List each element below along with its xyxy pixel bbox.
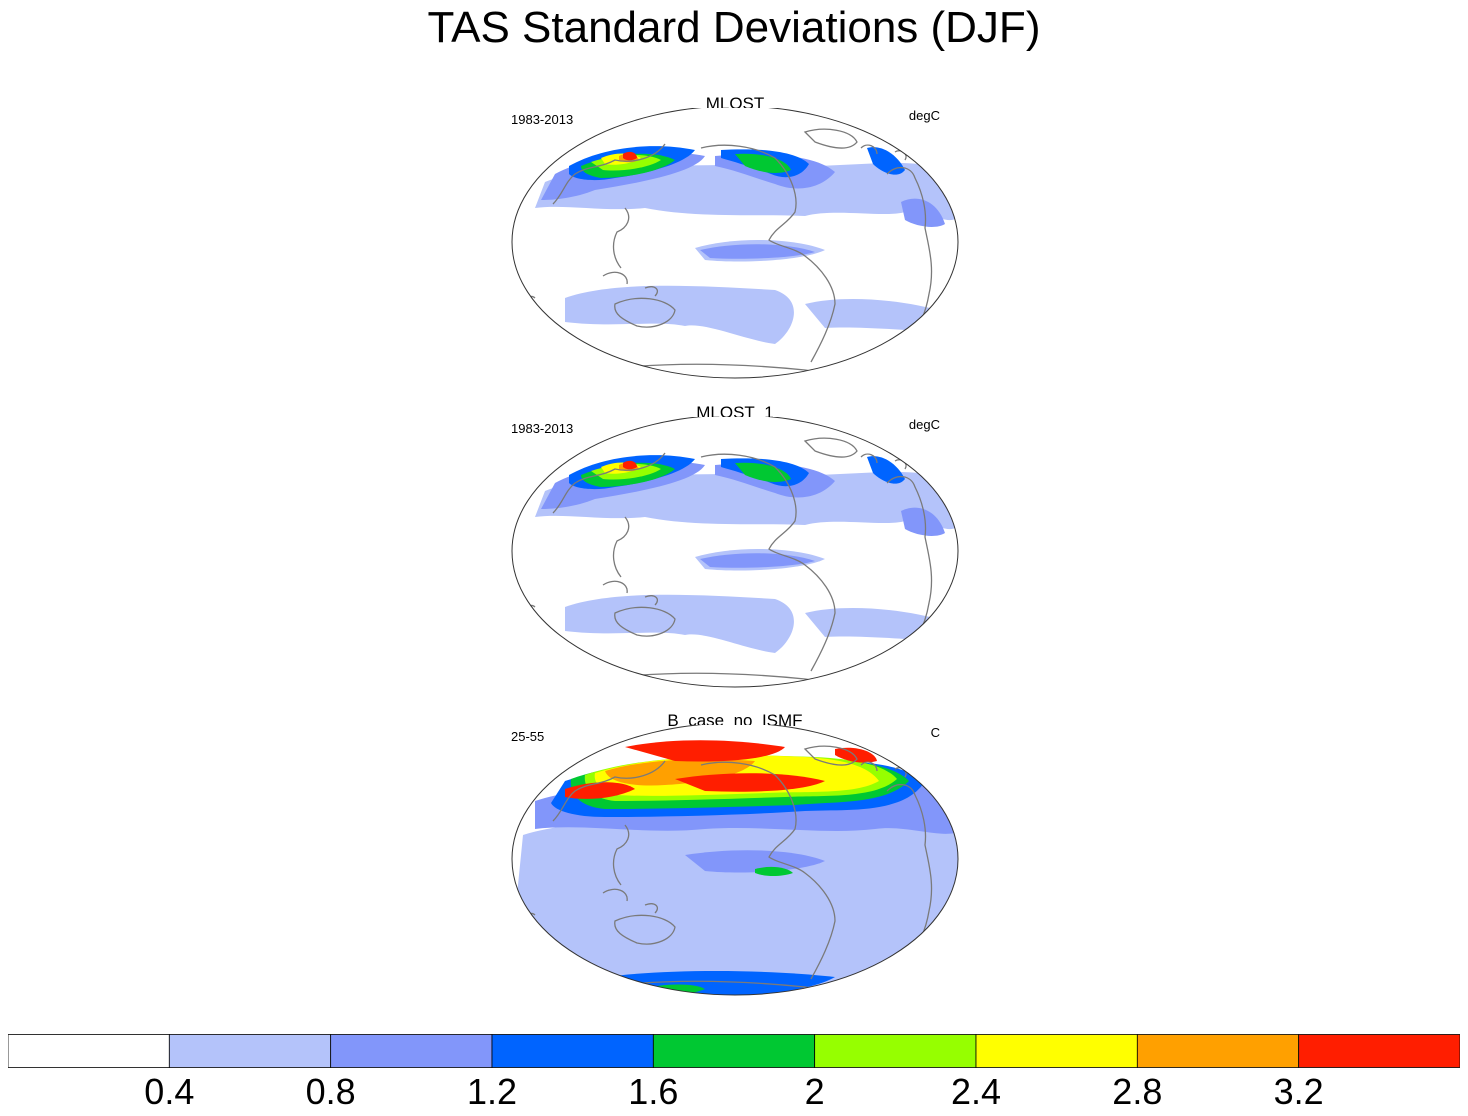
contour-fill-region: [675, 773, 825, 792]
coastline: [886, 167, 933, 345]
contour-fill-region: [755, 866, 793, 876]
colorbar-label: 0.4: [144, 1071, 195, 1112]
panel-period: 25-55: [511, 729, 545, 744]
panel-units: degC: [908, 108, 940, 123]
map-panel-b-case-no-ismf: B_case_no_ISMF 25-55 C: [505, 711, 965, 1011]
panel-period: 1983-2013: [511, 421, 574, 436]
map-panel-mlost-1: MLOST_1 1983-2013 degC: [505, 403, 965, 703]
contour-fill-region: [605, 759, 755, 786]
coastline: [614, 606, 676, 637]
colorbar-box: [330, 1034, 493, 1068]
coastline: [886, 784, 933, 962]
contour-fill-region: [901, 198, 945, 227]
colorbar-box: [975, 1034, 1138, 1068]
contour-fill-region: [805, 298, 945, 332]
contour-fill-region: [835, 747, 877, 763]
map-border: [511, 417, 959, 688]
colorbar-box: [8, 1034, 170, 1068]
coastline: [614, 914, 676, 945]
coastline: [614, 297, 676, 328]
panel-units: C: [930, 725, 940, 740]
coastline: [700, 453, 836, 672]
coastline: [803, 745, 858, 766]
coastline: [886, 476, 933, 654]
colorbar-label: 0.8: [305, 1071, 356, 1112]
colorbar-label: 3.2: [1273, 1071, 1324, 1112]
contour-fill-region: [605, 971, 835, 995]
map-panel-mlost: MLOST 1983-2013 degC: [505, 94, 965, 394]
coastline: [803, 128, 858, 149]
contour-fill-region: [901, 507, 945, 536]
colorbar-label: 2.8: [1112, 1071, 1163, 1112]
contour-fill-region: [565, 782, 635, 799]
panel-units: degC: [908, 417, 940, 432]
contour-fill-region: [623, 460, 637, 470]
contour-fill-region: [735, 153, 791, 173]
coastline: [552, 452, 666, 606]
contour-fill-region: [623, 151, 637, 161]
colorbar: [8, 1034, 1460, 1068]
contour-fill-region: [565, 285, 794, 344]
colorbar-label: 2: [804, 1071, 825, 1112]
colorbar-box: [652, 1034, 816, 1068]
colorbar-boxes: [8, 1034, 1460, 1068]
coastline: [552, 760, 666, 914]
coastline: [803, 437, 858, 458]
colorbar-box: [1298, 1034, 1460, 1068]
coastline: [700, 144, 836, 363]
map-border: [511, 108, 959, 379]
colorbar-box: [168, 1034, 332, 1068]
map-canvas: [511, 417, 959, 688]
panel-period: 1983-2013: [511, 112, 574, 127]
colorbar-label: 2.4: [950, 1071, 1002, 1112]
contour-fill-region: [805, 607, 945, 641]
colorbar-label: 1.2: [466, 1071, 518, 1112]
colorbar-box: [814, 1034, 977, 1068]
colorbar-box: [1136, 1034, 1300, 1068]
figure-title: TAS Standard Deviations (DJF): [427, 3, 1041, 52]
coastline: [552, 143, 666, 297]
contour-fill-region: [517, 820, 958, 995]
coastline: [700, 761, 836, 980]
map-canvas: [511, 108, 959, 379]
map-canvas: [511, 725, 959, 996]
colorbar-box: [491, 1034, 654, 1068]
contour-fill-region: [625, 740, 785, 762]
map-border: [511, 725, 959, 996]
contour-fill-region: [685, 850, 825, 873]
contour-fill-region: [735, 462, 791, 482]
colorbar-labels: 0.4 0.8 1.2 1.6 2 2.4 2.8 3.2: [8, 1072, 1460, 1116]
colorbar-label: 1.6: [628, 1071, 679, 1112]
contour-fill-region: [565, 594, 794, 653]
